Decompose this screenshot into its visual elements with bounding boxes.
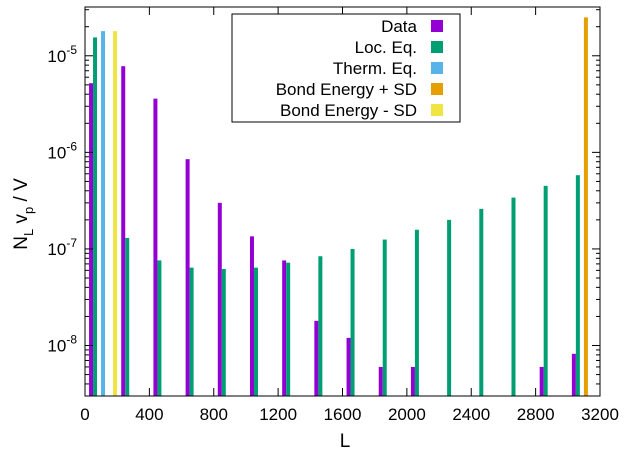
bar-loc-eq-7	[318, 256, 323, 396]
x-tick-label-5: 2000	[388, 405, 426, 424]
y-label-n-subscript: L	[21, 229, 36, 236]
bar-loc-eq-13	[511, 197, 516, 396]
legend-swatch-bond-energy-sd	[431, 104, 443, 116]
bar-loc-eq-2	[157, 260, 162, 396]
bar-data-4	[217, 202, 222, 396]
bar-loc-eq-1	[125, 237, 130, 396]
bar-loc-eq-14	[543, 185, 548, 396]
legend-swatch-loc-eq	[431, 41, 443, 53]
bar-data-1	[121, 66, 126, 396]
y-tick-labels: 10-810-710-610-5	[47, 43, 77, 356]
bar-loc-eq-0	[93, 37, 98, 396]
legend-label-loc-eq: Loc. Eq.	[355, 38, 417, 57]
bar-loc-eq-8	[350, 248, 355, 396]
legend-box	[231, 13, 461, 123]
bars-layer	[89, 17, 588, 397]
y-label-v-subscript: p	[21, 207, 36, 214]
legend-label-bond-energy-sd: Bond Energy + SD	[276, 80, 417, 99]
bar-loc-eq-9	[382, 239, 387, 396]
bar-data-8	[346, 337, 351, 396]
y-axis-label: NL vp / V	[11, 178, 36, 250]
bar-data-12	[571, 353, 576, 396]
y-tick-label-exp-1: -7	[66, 236, 77, 250]
x-tick-label-4: 1600	[324, 405, 362, 424]
y-label-v: v	[11, 214, 32, 229]
bar-data-9	[378, 366, 383, 396]
bar-data-2	[153, 98, 158, 396]
y-tick-label-exp-2: -6	[66, 139, 77, 153]
bar-data-0	[89, 83, 94, 397]
x-tick-label-6: 2400	[452, 405, 490, 424]
x-tick-label-0: 0	[80, 405, 89, 424]
bar-loc-eq-15	[575, 175, 580, 396]
bar-data-5	[249, 236, 254, 396]
legend-swatch-therm-eq	[431, 62, 443, 74]
y-tick-label-base-2: 10	[47, 143, 66, 162]
bar-loc-eq-11	[447, 219, 452, 396]
y-tick-label-exp-3: -5	[66, 43, 77, 57]
x-tick-label-1: 400	[135, 405, 163, 424]
bar-data-10	[410, 366, 415, 396]
x-tick-label-2: 800	[200, 405, 228, 424]
bar-loc-eq-12	[479, 208, 484, 396]
x-tick-label-7: 2800	[517, 405, 555, 424]
bar-bond-energy-sd-0	[113, 31, 118, 396]
y-tick-label-3: 10-5	[47, 43, 77, 66]
bar-data-7	[314, 320, 319, 396]
bar-loc-eq-6	[286, 262, 291, 396]
y-tick-label-base-3: 10	[47, 47, 66, 66]
legend-swatch-bond-energy-sd	[431, 83, 443, 95]
bar-loc-eq-10	[414, 229, 419, 396]
y-label-over-v: / V	[11, 178, 32, 207]
bar-therm-eq-0	[101, 31, 106, 396]
legend-label-therm-eq: Therm. Eq.	[333, 59, 417, 78]
y-tick-label-2: 10-6	[47, 139, 77, 162]
bar-bond-energy-sd-0	[583, 17, 588, 397]
legend-swatch-data	[431, 20, 443, 32]
bar-loc-eq-3	[189, 267, 194, 396]
x-tick-label-8: 3200	[581, 405, 619, 424]
y-tick-label-0: 10-8	[47, 333, 77, 356]
bar-data-3	[185, 159, 190, 396]
legend-label-data: Data	[381, 17, 417, 36]
bar-loc-eq-5	[253, 267, 258, 396]
x-tick-labels: 0 400 800 1200 1600 2000 2400 2800 3200	[80, 405, 619, 424]
x-tick-label-3: 1200	[259, 405, 297, 424]
y-label-n: N	[11, 236, 32, 250]
legend-label-bond-energy-sd: Bond Energy - SD	[280, 101, 417, 120]
y-tick-label-exp-0: -8	[66, 333, 77, 347]
legend: Data Loc. Eq. Therm. Eq. Bond Energy + SD Bo…	[231, 13, 461, 123]
bar-data-11	[539, 366, 544, 396]
x-axis-label: L	[340, 431, 351, 452]
bar-loc-eq-4	[221, 268, 226, 396]
bar-data-6	[282, 260, 287, 396]
y-tick-label-1: 10-7	[47, 236, 77, 259]
y-tick-label-base-0: 10	[47, 337, 66, 356]
tick-marks	[84, 7, 601, 397]
y-tick-label-base-1: 10	[47, 240, 66, 259]
